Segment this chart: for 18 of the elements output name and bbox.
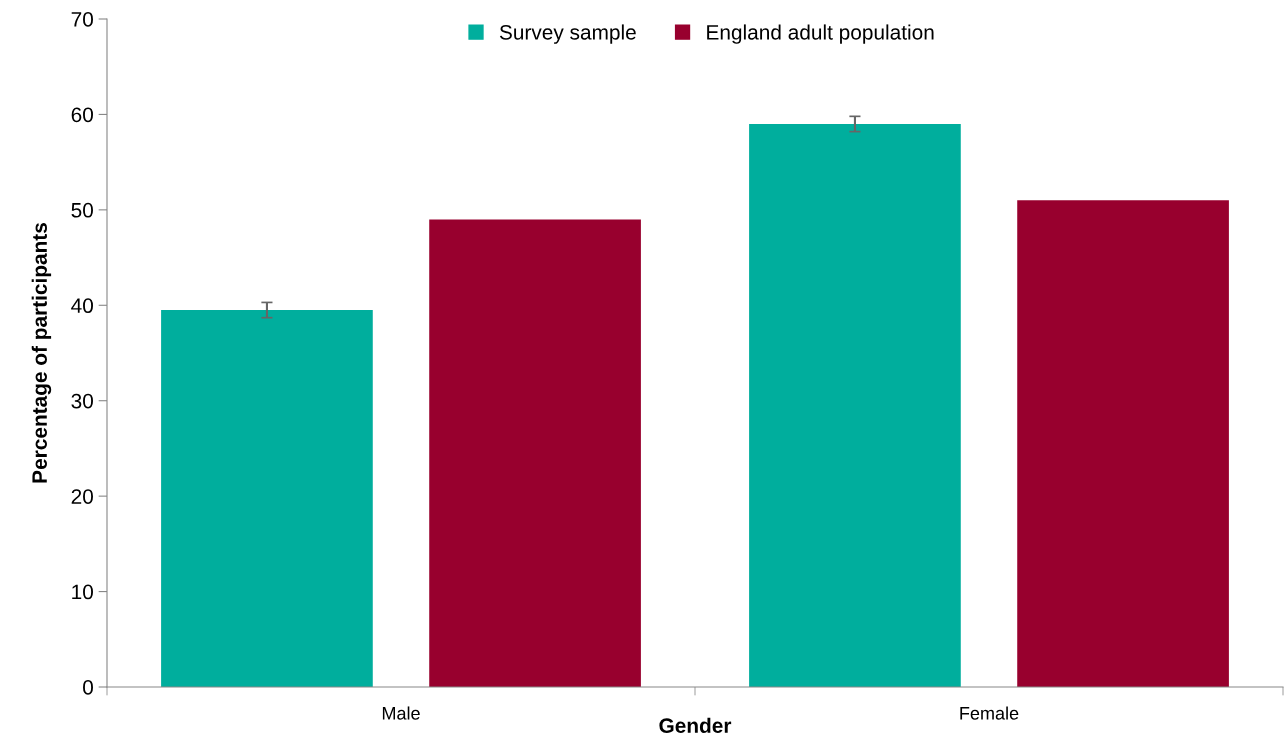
x-axis-title: Gender	[659, 717, 732, 734]
y-tick-label: 20	[71, 489, 93, 504]
x-tick-label: Female	[960, 706, 1019, 720]
bar	[1017, 200, 1229, 687]
y-tick-label: 40	[71, 298, 93, 314]
bar	[749, 123, 961, 687]
bar	[429, 219, 641, 687]
y-tick-label: 50	[71, 202, 93, 218]
y-axis-title: Percentage of participants	[31, 223, 52, 483]
legend-label: England adult population	[707, 24, 934, 44]
x-tick-label: Male	[382, 706, 420, 720]
y-tick-label: 30	[71, 393, 93, 409]
bar	[161, 310, 373, 687]
legend-label: Survey sample	[499, 24, 636, 44]
y-tick-label: 60	[71, 107, 93, 123]
y-tick-label: 0	[83, 680, 93, 695]
y-tick-label: 70	[71, 12, 93, 27]
y-tick-label: 10	[72, 584, 93, 600]
